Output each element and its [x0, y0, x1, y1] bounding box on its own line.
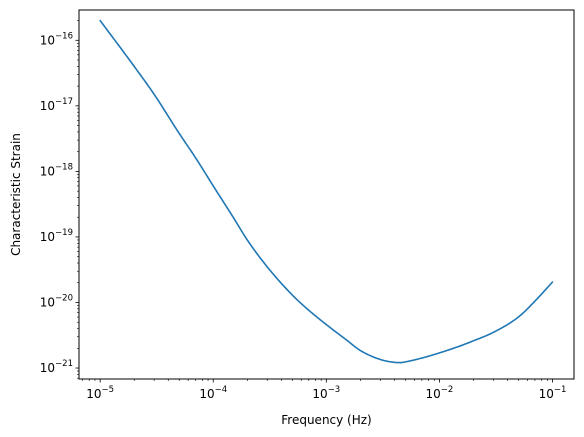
x-tick-label: 10−4 — [199, 385, 227, 401]
y-tick-label: 10−18 — [40, 162, 73, 178]
x-tick-label: 10−5 — [86, 385, 114, 401]
x-tick-label: 10−1 — [539, 385, 567, 401]
y-tick-label: 10−17 — [40, 97, 73, 113]
y-tick-label: 10−20 — [40, 293, 73, 309]
y-axis-label: Characteristic Strain — [9, 133, 23, 256]
series-line — [99, 19, 554, 364]
x-axis-label: Frequency (Hz) — [281, 413, 372, 427]
y-tick-label: 10−16 — [40, 31, 73, 47]
y-tick-label: 10−21 — [40, 359, 73, 375]
series-group — [99, 19, 554, 364]
x-tick-label: 10−2 — [425, 385, 453, 401]
plot-frame — [78, 9, 575, 380]
x-tick-label: 10−3 — [312, 385, 340, 401]
x-axis-ticks: 10−5 10−4 10−3 10−2 10−1 — [82, 379, 567, 401]
y-axis-ticks: 10−21 10−20 10−19 10−18 10−17 10−16 — [40, 20, 79, 379]
y-tick-label: 10−19 — [40, 228, 73, 244]
